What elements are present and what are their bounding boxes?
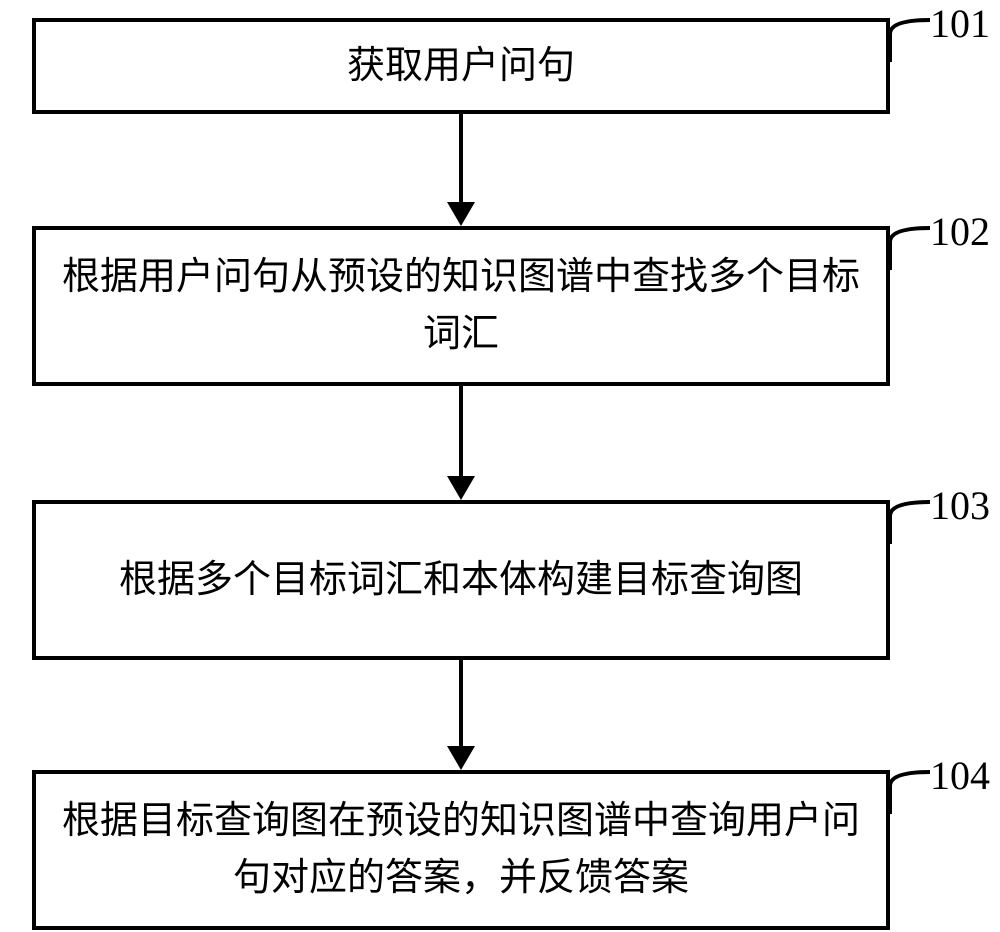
arrow-3-4 — [459, 660, 463, 750]
flow-node-1-text: 获取用户问句 — [347, 38, 575, 95]
flow-node-3-text: 根据多个目标词汇和本体构建目标查询图 — [119, 552, 803, 609]
step-label-2: 102 — [930, 208, 990, 255]
flow-node-1: 获取用户问句 — [32, 18, 890, 114]
flow-node-4: 根据目标查询图在预设的知识图谱中查询用户问句对应的答案，并反馈答案 — [32, 770, 890, 930]
step-label-1: 101 — [930, 0, 990, 47]
arrow-head-1-2 — [447, 202, 475, 226]
connector-2 — [886, 226, 936, 276]
arrow-1-2 — [459, 114, 463, 206]
flow-node-4-text: 根据目标查询图在预设的知识图谱中查询用户问句对应的答案，并反馈答案 — [56, 793, 866, 907]
flowchart-canvas: 获取用户问句 101 根据用户问句从预设的知识图谱中查找多个目标词汇 102 根… — [0, 0, 1000, 932]
flow-node-2-text: 根据用户问句从预设的知识图谱中查找多个目标词汇 — [56, 249, 866, 363]
arrow-2-3 — [459, 386, 463, 480]
connector-3 — [886, 500, 936, 550]
connector-4 — [886, 770, 936, 820]
arrow-head-2-3 — [447, 476, 475, 500]
arrow-head-3-4 — [447, 746, 475, 770]
flow-node-2: 根据用户问句从预设的知识图谱中查找多个目标词汇 — [32, 226, 890, 386]
connector-1 — [886, 18, 936, 68]
step-label-3: 103 — [930, 482, 990, 529]
step-label-4: 104 — [930, 752, 990, 799]
flow-node-3: 根据多个目标词汇和本体构建目标查询图 — [32, 500, 890, 660]
